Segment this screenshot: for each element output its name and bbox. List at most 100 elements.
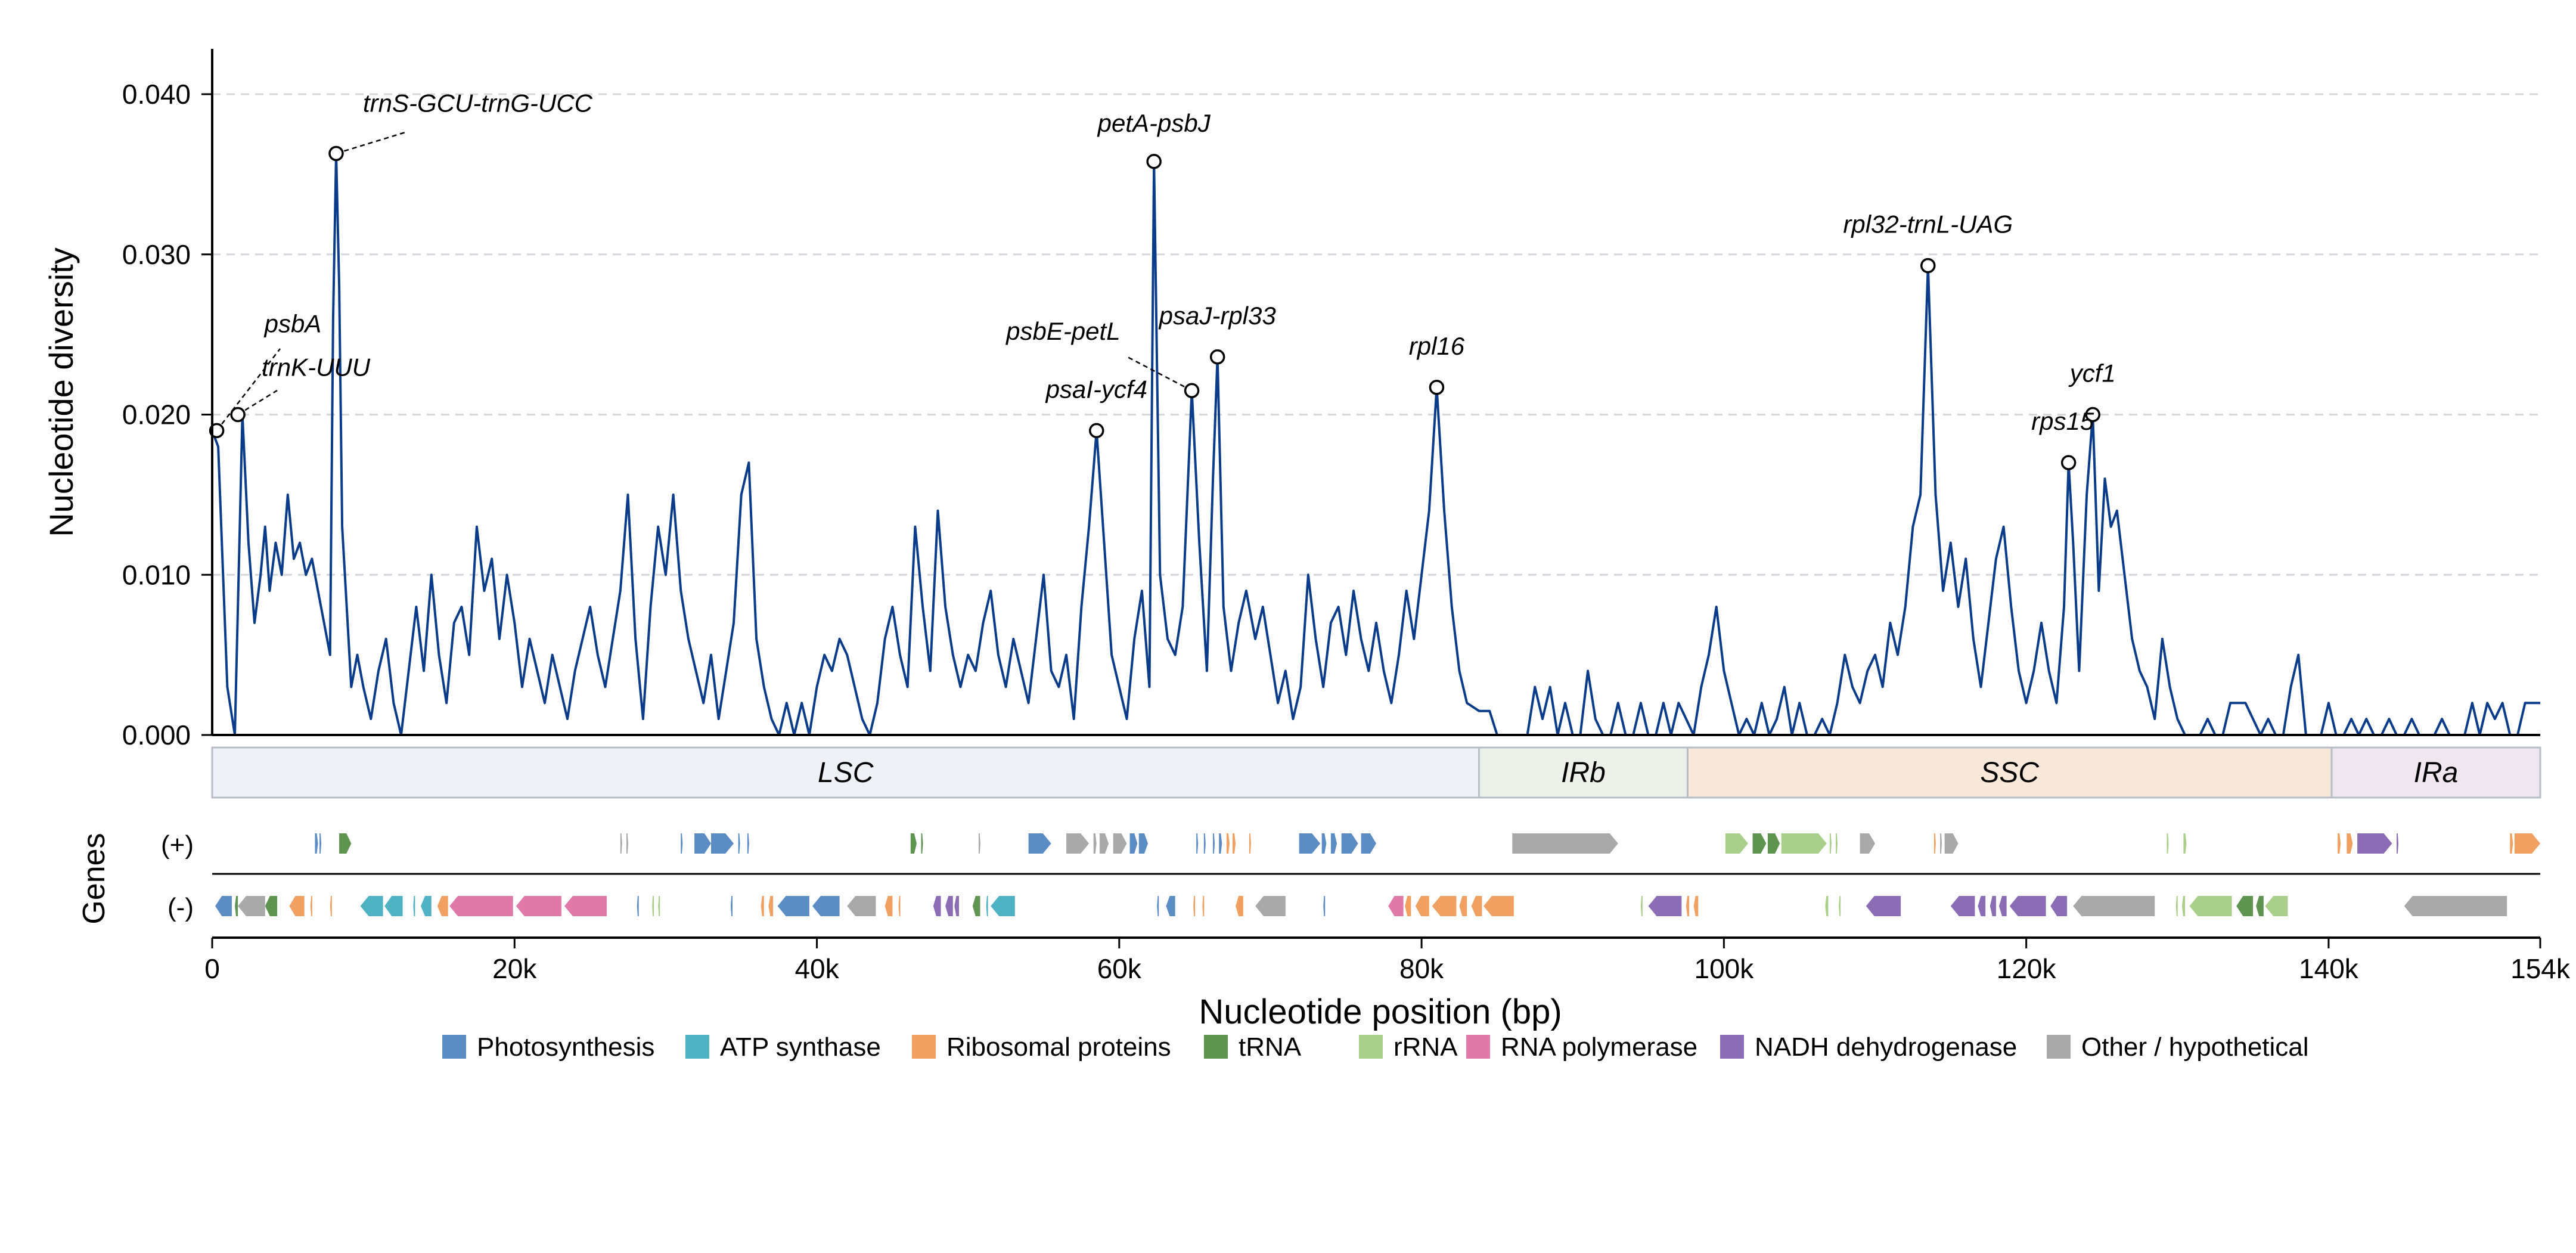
gene-arrow	[1093, 833, 1097, 854]
gene-arrow	[1459, 896, 1467, 916]
legend-label: Photosynthesis	[477, 1032, 654, 1062]
gene-arrow	[330, 896, 332, 916]
gene-arrow	[2338, 833, 2341, 854]
gene-arrow	[847, 896, 876, 916]
gene-arrow	[315, 833, 318, 854]
gene-arrow	[1099, 833, 1109, 854]
gene-arrow	[1321, 833, 1327, 854]
y-axis-label: Nucleotide diversity	[42, 247, 80, 537]
peak-label: trnS-GCU-trnG-UCC	[363, 89, 593, 117]
legend-label: RNA polymerase	[1501, 1032, 1697, 1062]
gene-arrow	[1686, 896, 1690, 916]
gene-arrow	[1483, 896, 1514, 916]
annotation-leader	[336, 131, 406, 154]
peak-marker	[1920, 258, 1936, 274]
gene-arrow	[1648, 896, 1682, 916]
gene-arrow	[945, 896, 953, 916]
minus-strand-label: (-)	[167, 893, 194, 922]
legend-swatch	[1720, 1035, 1744, 1059]
region-label: IRb	[1561, 757, 1606, 789]
y-tick-label: 0.000	[122, 719, 191, 750]
gene-arrow	[910, 833, 917, 854]
gene-arrow	[2181, 896, 2185, 916]
gene-arrow	[238, 896, 265, 916]
genome-regions-bar: LSC IRb SSC IRa	[211, 746, 2541, 799]
gene-arrow	[1299, 833, 1321, 854]
x-axis-label: Nucleotide position (bp)	[1199, 993, 1562, 1031]
legend-swatch	[442, 1035, 466, 1059]
gene-arrow	[1767, 833, 1780, 854]
x-tick-label: 140k	[2299, 953, 2359, 984]
peak-label: ycf1	[2068, 359, 2116, 387]
gene-arrow	[1829, 833, 1832, 854]
gene-arrow	[1236, 896, 1243, 916]
peak-marker	[328, 145, 344, 162]
gene-arrow	[1113, 833, 1127, 854]
legend-label: ATP synthase	[720, 1032, 881, 1062]
gene-arrow	[738, 833, 740, 854]
peak-label: trnK-UUU	[262, 353, 371, 382]
region-box	[1686, 746, 2333, 799]
gene-arrow	[637, 896, 639, 916]
gene-arrow	[2167, 833, 2169, 854]
gene-arrow	[898, 896, 901, 916]
gene-arrow	[978, 833, 980, 854]
gene-arrow	[1213, 833, 1215, 854]
peak-marker	[2085, 407, 2100, 423]
gene-arrow	[2514, 833, 2540, 854]
x-tick-label: 40k	[794, 953, 839, 984]
gene-arrow	[1129, 833, 1138, 854]
region-label: IRa	[2414, 757, 2459, 789]
legend-label: rRNA	[1393, 1032, 1458, 1062]
gene-arrow	[2404, 896, 2507, 916]
gene-arrow	[564, 896, 607, 916]
gene-arrow	[1415, 896, 1429, 916]
gene-arrow	[1781, 833, 1827, 854]
gene-arrow	[620, 833, 622, 854]
gene-arrow	[235, 896, 238, 916]
gene-arrow	[694, 833, 711, 854]
gene-arrow	[310, 896, 312, 916]
gene-arrow	[1950, 896, 1975, 916]
peak-label: rpl32-trnL-UAG	[1843, 210, 2013, 238]
gene-arrow	[1860, 833, 1875, 854]
gene-arrow	[2189, 896, 2232, 916]
annotation-leader	[216, 348, 281, 432]
legend-swatch	[1466, 1035, 1490, 1059]
gene-arrow	[1196, 833, 1199, 854]
gene-arrow	[1405, 896, 1411, 916]
legend-label: NADH dehydrogenase	[1755, 1032, 2017, 1062]
gene-arrow	[2347, 833, 2353, 854]
legend-swatch	[685, 1035, 709, 1059]
gene-arrow	[933, 896, 941, 916]
legend-label: Ribosomal proteins	[946, 1032, 1171, 1062]
gene-arrow	[2175, 896, 2178, 916]
gene-arrow	[319, 833, 322, 854]
legend: Photosynthesis ATP synthase Ribosomal prot…	[442, 1032, 2309, 1062]
gene-arrow	[1933, 833, 1936, 854]
peak-annotations: trnS-GCU-trnG-UCC psbA trnK-UUU petA-psbJ ps…	[209, 89, 2116, 470]
gene-arrow	[1341, 833, 1358, 854]
gene-arrow	[1836, 833, 1838, 854]
gene-arrow	[1066, 833, 1090, 854]
gene-arrow	[986, 896, 988, 916]
genes-track-label: Genes	[77, 833, 111, 924]
peak-label: psaI-ycf4	[1045, 375, 1147, 403]
region-label: LSC	[818, 757, 874, 789]
gene-arrow	[991, 896, 1015, 916]
legend-swatch	[912, 1035, 936, 1059]
gene-arrow	[1866, 896, 1901, 916]
gene-arrow	[1255, 896, 1286, 916]
legend-label: tRNA	[1239, 1032, 1302, 1062]
plus-strand-label: (+)	[161, 830, 194, 860]
gene-arrow	[1193, 896, 1196, 916]
gene-arrow	[1944, 833, 1959, 854]
x-tick-label: 80k	[1399, 953, 1444, 984]
gene-arrow	[1330, 833, 1337, 854]
gene-arrow	[1512, 833, 1618, 854]
gene-arrow	[1752, 833, 1767, 854]
gene-arrow	[747, 833, 749, 854]
gene-tracks	[212, 833, 2540, 916]
gene-arrow	[1202, 896, 1205, 916]
